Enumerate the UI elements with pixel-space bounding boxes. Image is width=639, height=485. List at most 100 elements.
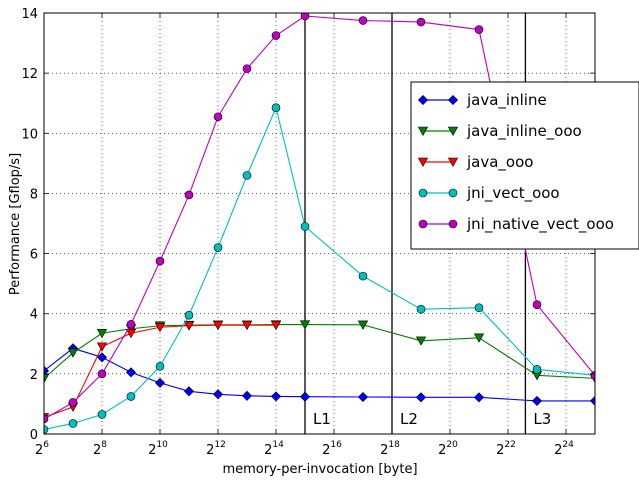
data-point-jni-native-vect-ooo	[68, 398, 78, 407]
data-point-jni-vect-ooo	[213, 243, 223, 252]
series-jni-vect-ooo	[44, 103, 595, 434]
series-java-inline	[44, 343, 595, 406]
legend-marker	[417, 126, 429, 136]
data-point-jni-vect-ooo	[416, 304, 426, 314]
data-point-jni-native-vect-ooo	[416, 17, 426, 27]
data-point-jni-native-vect-ooo	[126, 319, 136, 329]
series-layer	[44, 13, 595, 434]
x-tick-exponent: 6	[43, 440, 49, 450]
x-tick-label: 212	[206, 440, 226, 458]
data-point-java-inline	[415, 392, 427, 403]
legend-marker	[447, 157, 459, 167]
data-point-jni-vect-ooo	[97, 410, 107, 419]
y-tick-label: 10	[21, 127, 38, 142]
x-tick-base: 2	[438, 443, 446, 458]
legend-marker	[418, 188, 428, 198]
x-tick-exponent: 18	[388, 440, 400, 450]
data-point-java-ooo	[183, 321, 195, 331]
data-point-java-inline-ooo	[96, 329, 108, 339]
data-point-java-inline	[357, 391, 369, 403]
x-tick-label: 26	[35, 440, 49, 458]
data-point-jni-native-vect-ooo	[184, 190, 194, 200]
data-point-jni-vect-ooo	[271, 103, 281, 113]
data-point-jni-native-vect-ooo	[44, 414, 49, 424]
legend-entry-jni-vect-ooo: jni_vect_ooo	[418, 184, 560, 203]
x-tick-exponent: 16	[330, 440, 342, 450]
data-point-jni-native-vect-ooo	[358, 16, 368, 25]
legend-label: java_ooo	[466, 153, 533, 172]
data-point-jni-native-vect-ooo	[532, 300, 542, 309]
data-point-jni-vect-ooo	[68, 419, 78, 428]
y-tick-label: 4	[30, 308, 38, 323]
data-point-jni-native-vect-ooo	[590, 371, 595, 380]
x-axis-title: memory-per-invocation [byte]	[222, 462, 417, 477]
legend-entry-jni-native-vect-ooo: jni_native_vect_ooo	[418, 215, 614, 234]
y-tick-label: 2	[30, 368, 38, 383]
x-tick-label: 218	[380, 440, 400, 458]
x-tick-label: 222	[496, 440, 516, 458]
data-point-java-inline	[299, 391, 311, 402]
data-point-jni-vect-ooo	[532, 365, 542, 374]
data-point-java-inline-ooo	[67, 348, 79, 358]
data-point-java-inline	[96, 352, 108, 363]
data-point-jni-vect-ooo	[44, 425, 49, 434]
y-tick-label: 8	[30, 187, 38, 202]
legend-marker	[417, 94, 429, 106]
data-point-jni-native-vect-ooo	[97, 369, 107, 379]
data-point-jni-vect-ooo	[155, 362, 165, 371]
x-tick-base: 2	[496, 443, 504, 458]
series-line-java-ooo	[44, 324, 276, 418]
data-point-jni-vect-ooo	[474, 303, 484, 313]
legend-label: java_inline	[466, 91, 547, 110]
data-point-java-inline	[125, 367, 137, 378]
data-point-java-inline	[270, 391, 282, 402]
legend-entry-java-inline-ooo: java_inline_ooo	[417, 122, 582, 141]
data-point-jni-vect-ooo	[126, 392, 136, 401]
x-tick-base: 2	[93, 443, 101, 458]
data-point-java-inline	[531, 395, 543, 406]
legend-marker	[447, 94, 459, 106]
x-tick-base: 2	[35, 443, 43, 458]
legend-marker	[418, 219, 428, 229]
y-tick-label: 14	[21, 7, 38, 22]
x-tick-exponent: 24	[562, 440, 574, 450]
y-tick-label: 0	[30, 428, 38, 443]
data-point-java-inline	[589, 395, 595, 406]
data-point-jni-native-vect-ooo	[271, 31, 281, 40]
data-point-jni-vect-ooo	[300, 222, 310, 231]
x-tick-label: 216	[322, 440, 342, 458]
x-tick-label: 210	[148, 440, 168, 458]
data-point-java-inline	[44, 365, 50, 376]
x-tick-label: 214	[264, 440, 284, 458]
legend-entry-java-ooo: java_ooo	[417, 153, 533, 172]
data-point-java-ooo	[125, 329, 137, 339]
x-tick-base: 2	[206, 443, 214, 458]
legend-marker	[448, 188, 458, 198]
y-tick-label: 12	[21, 67, 38, 82]
data-point-java-inline	[212, 389, 224, 400]
cache-label-l1: L1	[313, 410, 331, 428]
data-point-java-inline-ooo	[415, 336, 427, 346]
x-tick-base: 2	[322, 443, 330, 458]
data-point-jni-vect-ooo	[358, 271, 368, 281]
legend-marker	[447, 126, 459, 136]
data-point-java-inline	[241, 390, 253, 401]
x-tick-label: 220	[438, 440, 458, 458]
cache-label-l3: L3	[533, 410, 551, 428]
legend-box	[410, 81, 639, 250]
data-point-jni-native-vect-ooo	[242, 64, 252, 73]
x-tick-exponent: 8	[101, 440, 107, 450]
x-tick-exponent: 12	[214, 440, 225, 450]
x-tick-exponent: 10	[156, 440, 168, 450]
x-tick-exponent: 14	[272, 440, 284, 450]
x-tick-label: 224	[554, 440, 574, 458]
legend-label: java_inline_ooo	[466, 122, 582, 141]
x-tick-exponent: 22	[504, 440, 515, 450]
series-jni-native-vect-ooo	[44, 13, 595, 424]
data-point-jni-native-vect-ooo	[155, 256, 165, 266]
series-java-ooo	[44, 320, 282, 423]
legend-marker	[417, 157, 429, 167]
